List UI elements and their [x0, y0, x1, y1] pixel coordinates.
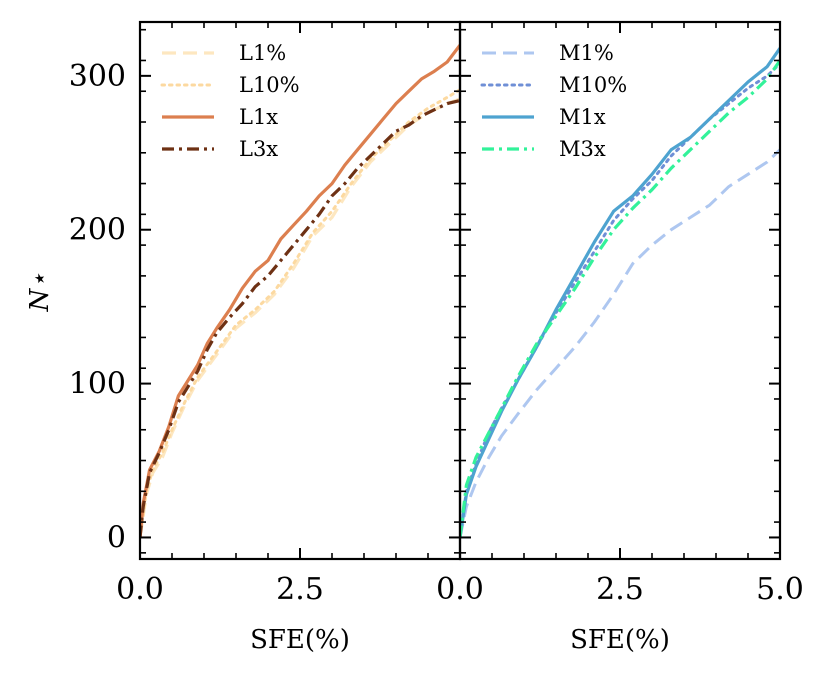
left-ticks: 0.0 2.5 0 100 200 300: [69, 22, 460, 607]
right-series-lines: [460, 47, 780, 539]
right-x-axis-label: SFE(%): [570, 625, 670, 655]
x-tick-label: 2.5: [276, 572, 324, 607]
right-panel: 0.0 2.5 5.0 M1% M10% M1x M3x: [436, 20, 804, 607]
legend-label: M1x: [559, 105, 606, 129]
series-line-l1x: [140, 44, 460, 538]
legend-label: L1%: [239, 41, 286, 65]
right-legend: M1% M10% M1x M3x: [480, 41, 627, 161]
legend-label: L10%: [239, 73, 300, 97]
series-line-m3x: [460, 59, 780, 538]
left-panel: 0.0 2.5 0 100 200 300 L1% L10% L1x L3x: [69, 20, 462, 607]
series-line-l3x: [140, 98, 460, 538]
x-tick-label: 2.5: [596, 572, 644, 607]
y-axis-label: N⋆: [25, 272, 55, 312]
y-tick-label: 200: [69, 213, 126, 248]
legend-label: M10%: [559, 73, 627, 97]
x-tick-label: 0.0: [116, 572, 164, 607]
x-tick-label: 0.0: [436, 572, 484, 607]
series-line-m1x: [460, 47, 780, 538]
right-ticks: 0.0 2.5 5.0: [436, 22, 804, 607]
series-line-m1pct: [460, 148, 780, 538]
left-legend: L1% L10% L1x L3x: [160, 41, 300, 161]
series-line-l10pct: [140, 88, 460, 539]
series-line-l1pct: [140, 97, 460, 538]
y-tick-label: 300: [69, 59, 126, 94]
legend-label: L3x: [239, 137, 278, 161]
legend-label: M3x: [559, 137, 606, 161]
left-series-lines: [140, 44, 460, 539]
y-tick-label: 100: [69, 367, 126, 402]
left-x-axis-label: SFE(%): [250, 625, 350, 655]
legend-label: L1x: [239, 105, 278, 129]
legend-label: M1%: [559, 41, 614, 65]
x-tick-label: 5.0: [756, 572, 804, 607]
series-line-m10pct: [460, 62, 780, 539]
y-tick-label: 0: [107, 520, 126, 555]
